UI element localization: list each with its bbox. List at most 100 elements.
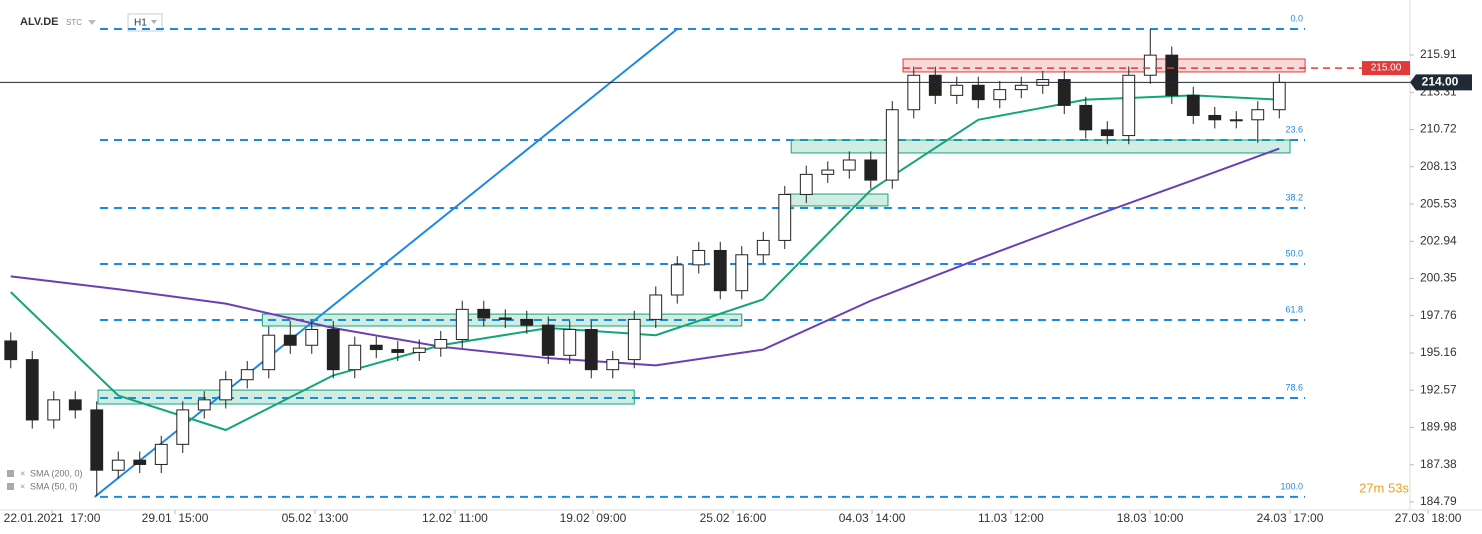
last-price-label: 214.00 — [1422, 75, 1459, 89]
candle-body — [348, 344, 362, 371]
interval-selector[interactable] — [127, 13, 163, 32]
y-tick-label: 187.38 — [1420, 457, 1457, 471]
y-tick-label: 189.98 — [1420, 420, 1457, 434]
candle-body — [90, 409, 104, 471]
candle-body — [1057, 79, 1071, 106]
fib-label: 78.6 — [1286, 382, 1304, 392]
candle-body — [907, 74, 921, 111]
y-tick-label: 208.13 — [1420, 159, 1457, 173]
candle-body — [649, 294, 663, 320]
y-tick-label: 197.76 — [1420, 308, 1457, 322]
zone — [790, 139, 1291, 154]
candle-body — [283, 334, 297, 346]
interval: H1 — [134, 18, 147, 29]
candle-body — [821, 169, 835, 175]
y-tick-label: 195.16 — [1420, 345, 1457, 359]
x-tick-label: 11.03 12:00 — [978, 511, 1044, 525]
candle-body — [477, 308, 491, 319]
fib-label: 38.2 — [1286, 192, 1304, 202]
candle-body — [1272, 81, 1286, 111]
candle-body — [305, 328, 319, 346]
candle-body — [842, 159, 856, 171]
x-tick-label: 19.02 09:00 — [560, 511, 627, 525]
last-price-tag — [1410, 74, 1472, 91]
x-tick-label: 18.03 10:00 — [1117, 511, 1184, 525]
candle-body — [885, 109, 899, 181]
candle-body — [1143, 54, 1157, 76]
candle-body — [219, 379, 233, 401]
candle-body — [25, 359, 39, 421]
candle-body — [928, 74, 942, 96]
candle-body — [756, 239, 770, 256]
candle-body — [1186, 94, 1200, 116]
candle-body — [627, 318, 641, 361]
candle-body — [1229, 119, 1243, 122]
candle-body — [993, 89, 1007, 101]
legend-entry: SMA (200, 0) — [30, 468, 83, 478]
y-tick-label: 192.57 — [1420, 382, 1457, 396]
candle-body — [713, 249, 727, 292]
candle-body — [584, 328, 598, 371]
candle-body — [4, 340, 18, 361]
candle-body — [154, 443, 168, 465]
candle-body — [950, 84, 964, 96]
y-tick-label: 184.79 — [1420, 494, 1457, 508]
candle-body — [68, 399, 82, 411]
candle-body — [1014, 84, 1028, 91]
zone — [786, 193, 889, 207]
candle-body — [391, 349, 405, 353]
candle-body — [498, 317, 512, 320]
zone — [261, 313, 743, 327]
y-tick-label: 205.53 — [1420, 196, 1457, 210]
candle-body — [1122, 74, 1136, 137]
candle-body — [369, 344, 383, 351]
candle-body — [47, 399, 61, 421]
x-tick-label: 29.01 15:00 — [142, 511, 209, 525]
candle-body — [262, 334, 276, 371]
sma-line — [10, 147, 1280, 367]
x-tick-label: 05.02 13:00 — [282, 511, 349, 525]
interval-arrow — [151, 20, 157, 24]
candle-body — [1208, 114, 1222, 121]
candle-body — [735, 254, 749, 292]
dropdown-icon[interactable] — [88, 20, 96, 25]
x-tick-label: 27.03 18:00 — [1395, 511, 1462, 525]
legend-toggle[interactable] — [7, 470, 14, 477]
candle-body — [541, 324, 555, 356]
fib-label: 100.0 — [1281, 481, 1304, 491]
candle-body — [326, 328, 340, 371]
candle-body — [1100, 129, 1114, 137]
legend-close: × — [20, 481, 25, 491]
legend-toggle[interactable] — [7, 483, 14, 490]
candle-body — [111, 459, 125, 471]
candle-body — [197, 399, 211, 411]
y-tick-label: 215.91 — [1420, 47, 1457, 61]
x-tick-label: 04.03 14:00 — [839, 511, 906, 525]
candle-body — [692, 249, 706, 266]
y-tick-label: 210.72 — [1420, 122, 1457, 136]
candle-body — [606, 359, 620, 371]
alert-tag — [1362, 61, 1410, 76]
fib-label: 23.6 — [1286, 124, 1304, 134]
candle-body — [240, 369, 254, 381]
legend-close: × — [20, 468, 25, 478]
countdown: 27m 53s — [1359, 480, 1409, 495]
x-tick-label: 25.02 16:00 — [700, 511, 767, 525]
fib-label: 50.0 — [1286, 248, 1304, 258]
candle-body — [778, 193, 792, 241]
legend-entry: SMA (50, 0) — [30, 481, 78, 491]
y-tick-label: 202.94 — [1420, 233, 1457, 247]
candle-body — [864, 159, 878, 181]
candle-body — [176, 409, 190, 445]
y-tick-label: 200.35 — [1420, 271, 1457, 285]
zone — [902, 58, 1306, 73]
candle-body — [1251, 109, 1265, 121]
candle-body — [670, 264, 684, 296]
symbol: ALV.DE — [20, 16, 59, 28]
fib-label: 61.8 — [1286, 304, 1304, 314]
candle-body — [520, 318, 534, 326]
x-tick-label: 12.02 11:00 — [422, 511, 488, 525]
x-tick-label: 24.03 17:00 — [1257, 511, 1324, 525]
fib-label: 0.0 — [1291, 13, 1304, 23]
